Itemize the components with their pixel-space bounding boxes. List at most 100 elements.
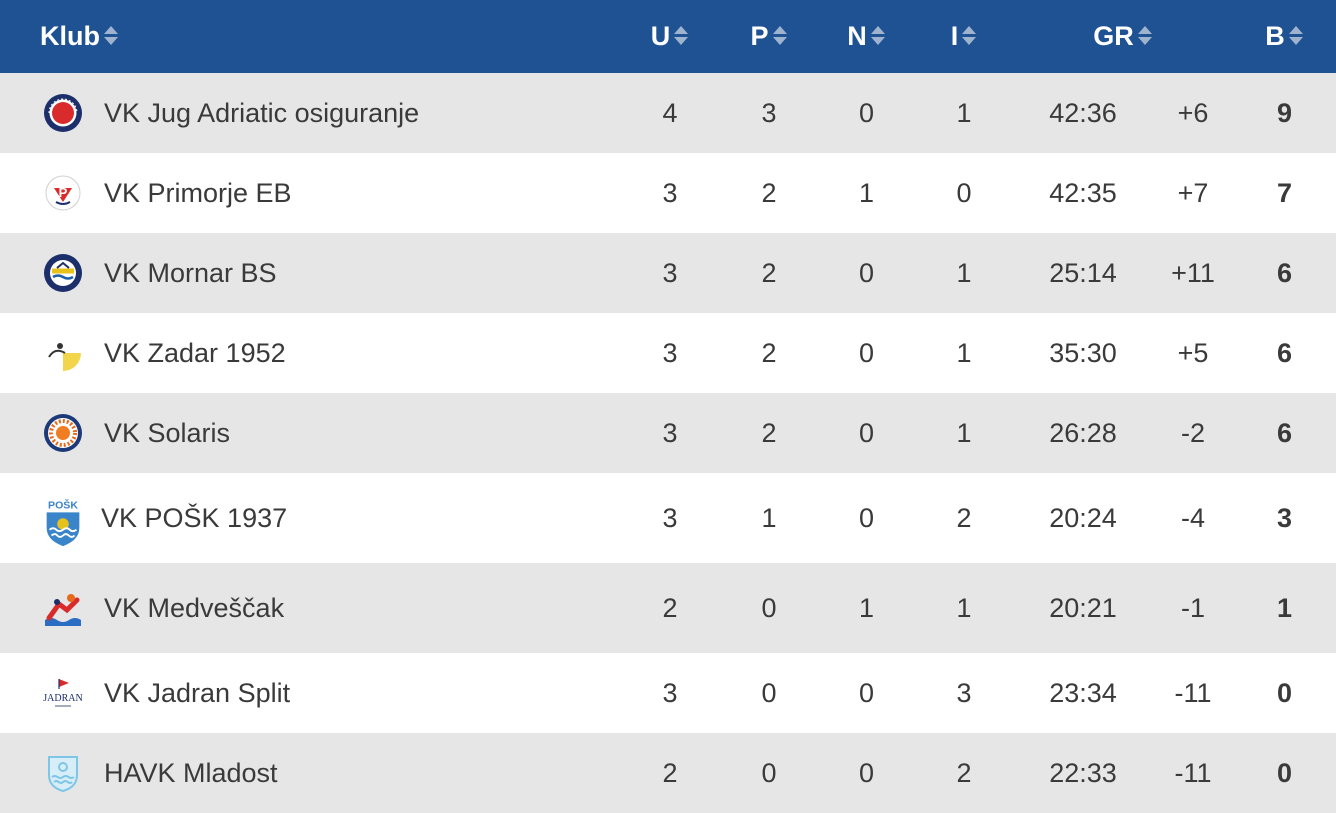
header-row: Klub U P N I GR B	[0, 0, 1336, 73]
zadar-logo-icon	[43, 333, 83, 373]
column-header-played[interactable]: U	[620, 0, 720, 73]
column-header-label: P	[750, 21, 769, 51]
won-cell: 0	[761, 757, 777, 788]
points-cell: 6	[1276, 417, 1293, 448]
table-row[interactable]: P VK Primorje EB 3 2 1 0 42:35 +7 7	[0, 153, 1336, 233]
played-cell: 2	[662, 592, 678, 623]
drawn-cell: 1	[858, 592, 875, 623]
table-row[interactable]: HAVK Mladost 2 0 0 2 22:33 -11 0	[0, 733, 1336, 813]
mladost-logo-icon	[43, 753, 83, 793]
table-row[interactable]: VK Mornar BS 3 2 0 1 25:14 +11 6	[0, 233, 1336, 313]
won-cell: 1	[761, 502, 777, 533]
column-header-label: I	[950, 21, 959, 51]
won-cell: 2	[761, 257, 777, 288]
points-cell: 0	[1276, 757, 1293, 788]
won-cell: 0	[761, 677, 777, 708]
sort-icon[interactable]	[103, 24, 119, 48]
sort-icon[interactable]	[673, 24, 689, 48]
sort-icon[interactable]	[772, 24, 788, 48]
club-name[interactable]: HAVK Mladost	[104, 757, 278, 788]
column-header-label: B	[1265, 21, 1285, 51]
won-cell: 0	[761, 592, 777, 623]
won-cell: 3	[761, 97, 777, 128]
won-cell: 2	[761, 337, 777, 368]
drawn-cell: 0	[858, 417, 875, 448]
goal-diff-cell: -11	[1174, 757, 1212, 788]
drawn-cell: 0	[858, 757, 875, 788]
goal-diff-cell: +11	[1171, 257, 1215, 288]
goal-diff-cell: -1	[1180, 592, 1205, 623]
club-name[interactable]: VK Mornar BS	[104, 257, 277, 288]
club-cell: VK Solaris	[0, 393, 620, 473]
played-cell: 4	[662, 97, 678, 128]
points-cell: 3	[1276, 502, 1293, 533]
points-cell: 0	[1276, 677, 1293, 708]
drawn-cell: 0	[858, 257, 875, 288]
club-cell: POŠK VK POŠK 1937	[0, 473, 620, 563]
goal-diff-cell: -4	[1180, 502, 1205, 533]
club-name[interactable]: VK Primorje EB	[104, 177, 292, 208]
club-cell: JADRAN VK Jadran Split	[0, 653, 620, 733]
drawn-cell: 0	[858, 677, 875, 708]
club-name[interactable]: VK Medveščak	[104, 592, 285, 623]
column-header-drawn[interactable]: N	[818, 0, 915, 73]
points-cell: 7	[1276, 177, 1293, 208]
lost-cell: 0	[956, 177, 972, 208]
medvescak-logo-icon	[43, 588, 83, 628]
lost-cell: 1	[956, 257, 972, 288]
column-header-label: N	[847, 21, 867, 51]
sort-icon[interactable]	[870, 24, 886, 48]
club-cell: VK Medveščak	[0, 563, 620, 653]
points-cell: 1	[1276, 592, 1293, 623]
column-header-goals[interactable]: GR	[1013, 0, 1233, 73]
won-cell: 2	[761, 417, 777, 448]
lost-cell: 1	[956, 97, 972, 128]
table-row[interactable]: JADRAN VK Jadran Split 3 0 0 3 23:34 -11…	[0, 653, 1336, 733]
points-cell: 6	[1276, 337, 1293, 368]
club-cell: VK Mornar BS	[0, 233, 620, 313]
jadran-logo-icon: JADRAN	[43, 673, 83, 713]
drawn-cell: 0	[858, 337, 875, 368]
posk-logo-icon: POŠK	[43, 498, 83, 547]
club-name[interactable]: VK Solaris	[104, 417, 231, 448]
column-header-club[interactable]: Klub	[0, 0, 620, 73]
primorje-logo-icon: P	[43, 173, 83, 213]
goal-diff-cell: +6	[1177, 97, 1209, 128]
column-header-label: GR	[1093, 21, 1134, 51]
played-cell: 3	[662, 257, 678, 288]
lost-cell: 1	[956, 417, 972, 448]
table-row[interactable]: VK Solaris 3 2 0 1 26:28 -2 6	[0, 393, 1336, 473]
club-name[interactable]: VK POŠK 1937	[101, 502, 288, 533]
table-row[interactable]: VK Medveščak 2 0 1 1 20:21 -1 1	[0, 563, 1336, 653]
lost-cell: 1	[956, 592, 972, 623]
goal-diff-cell: -11	[1174, 677, 1212, 708]
sort-icon[interactable]	[1137, 24, 1153, 48]
club-name[interactable]: VK Zadar 1952	[104, 337, 286, 368]
goals-cell: 22:33	[1049, 757, 1117, 788]
lost-cell: 2	[956, 502, 972, 533]
drawn-cell: 0	[858, 502, 875, 533]
table-row[interactable]: VK Jug Adriatic osiguranje 4 3 0 1 42:36…	[0, 73, 1336, 153]
goal-diff-cell: +5	[1177, 337, 1209, 368]
column-header-won[interactable]: P	[720, 0, 818, 73]
goals-cell: 42:36	[1049, 97, 1117, 128]
lost-cell: 1	[956, 337, 972, 368]
solaris-logo-icon	[43, 413, 83, 453]
table-row[interactable]: VK Zadar 1952 3 2 0 1 35:30 +5 6	[0, 313, 1336, 393]
sort-icon[interactable]	[1288, 24, 1304, 48]
column-header-lost[interactable]: I	[915, 0, 1013, 73]
played-cell: 3	[662, 177, 678, 208]
lost-cell: 2	[956, 757, 972, 788]
points-cell: 9	[1276, 97, 1293, 128]
column-header-points[interactable]: B	[1233, 0, 1336, 73]
club-name[interactable]: VK Jug Adriatic osiguranje	[104, 97, 420, 128]
table-row[interactable]: POŠK VK POŠK 1937 3 1 0 2 20:24 -4 3	[0, 473, 1336, 563]
club-name[interactable]: VK Jadran Split	[104, 677, 291, 708]
goal-diff-cell: +7	[1177, 177, 1209, 208]
jadran-logo-text: JADRAN	[43, 693, 82, 704]
club-cell: HAVK Mladost	[0, 733, 620, 813]
points-cell: 6	[1276, 257, 1293, 288]
goal-diff-cell: -2	[1180, 417, 1205, 448]
sort-icon[interactable]	[961, 24, 977, 48]
